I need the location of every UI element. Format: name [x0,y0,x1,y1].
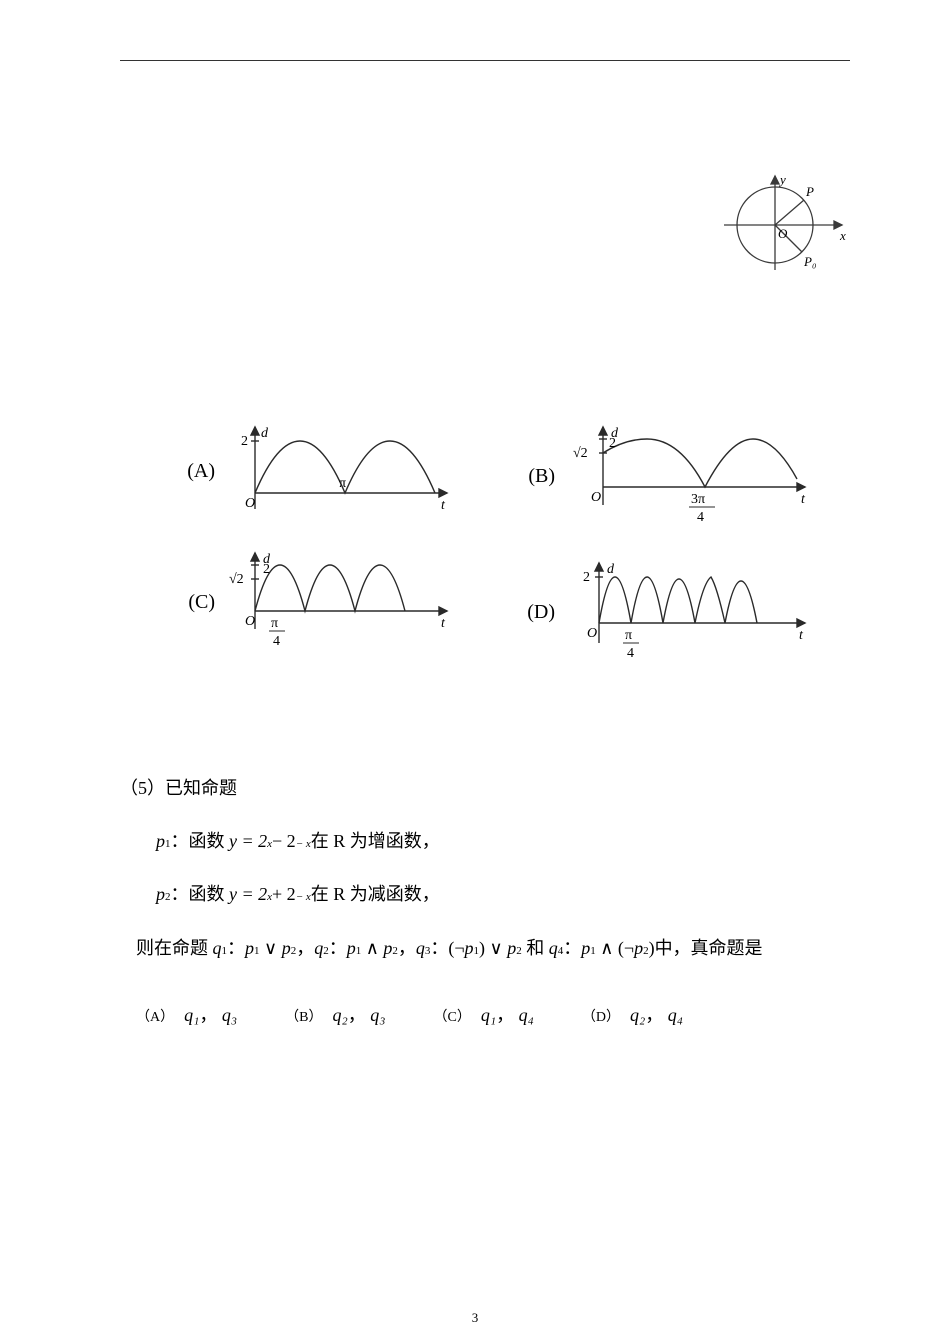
graph-C-label: (C) [175,591,215,614]
p1-expr-sup2: − x [296,831,311,857]
page-number: 3 [0,1310,950,1326]
p1-fn: 函数 [189,820,225,863]
graph-B: (B) d √2 2 O 3π 4 t [515,421,815,531]
graph-D: (D) d 2 O π 4 t [515,557,815,667]
label-P: P [805,184,814,199]
graph-D-ytop: 2 [583,570,590,585]
graph-D-label: (D) [515,601,555,624]
graph-C-xtick-den: 4 [273,634,280,649]
option-A-label: （A） [136,1001,174,1035]
graph-A-svg: d 2 O π t [225,421,455,521]
p2-expr-sup2: − x [296,884,311,910]
graph-C-svg: d √2 2 O π 4 t [225,547,455,657]
p1-expr-mid: − 2 [272,820,296,863]
graph-B-ysqrt2: √2 [573,446,588,461]
graph-D-t: t [799,628,804,643]
label-O: O [778,226,788,241]
question-5: （5） 已知命题 p1 ： 函数 y = 2x − 2− x 在 R 为增函数，… [120,767,850,1037]
then-head: 则在命题 [136,927,208,970]
label-y: y [778,172,786,187]
graph-D-O: O [587,626,597,641]
graph-B-xtick-num: 3π [691,492,705,507]
p2-p: p [156,873,165,916]
circle-diagram-svg: y x O P P₀ [720,170,850,290]
graph-A-d: d [261,426,269,441]
graph-D-xtick-den: 4 [627,646,634,661]
graph-A-O: O [245,496,255,511]
p1-tail: 在 R 为增函数， [311,820,440,863]
p2-expr-pre: y = 2 [229,873,267,916]
p2-colon: ： [171,873,189,916]
graph-B-ytop: 2 [609,436,616,451]
p1-p: p [156,820,165,863]
graph-C: (C) d √2 2 O π 4 t [175,547,455,657]
p1-colon: ： [171,820,189,863]
graph-B-svg: d √2 2 O 3π 4 t [565,421,815,531]
graph-D-d: d [607,562,615,577]
q1-q: q [213,927,222,970]
graph-C-xtick-num: π [271,616,278,631]
q5-then-row: 则在命题 q1 ： p1 ∨ p2 ， q2 ： p1 ∧ p2 ， q3 ： … [120,927,850,970]
graph-A-label: (A) [175,460,215,483]
top-rule [120,60,850,61]
q5-number: （5） [120,767,165,810]
q5-p1-row: p1 ： 函数 y = 2x − 2− x 在 R 为增函数， [120,820,850,863]
graph-B-t: t [801,492,806,507]
option-D-label: （D） [582,1001,620,1035]
graph-B-xtick-den: 4 [697,510,704,525]
q5-lead: 已知命题 [165,767,237,810]
graph-C-ysqrt2: √2 [229,572,244,587]
graphs-block: (A) d 2 O π t (C) [120,421,850,667]
p1-expr-pre: y = 2 [229,820,267,863]
graph-D-xtick-num: π [625,628,632,643]
option-A: （A） q₁， q₃ [136,994,237,1037]
graph-A-t: t [441,498,446,513]
option-B: （B） q₂， q₃ [285,994,385,1037]
p2-fn: 函数 [189,873,225,916]
figure-circle-xy: y x O P P₀ [720,170,850,295]
option-C-label: （C） [434,1001,471,1035]
graphs-left-col: (A) d 2 O π t (C) [175,421,455,667]
graph-D-svg: d 2 O π 4 t [565,557,815,667]
graph-A-xtick: π [339,476,346,491]
option-C: （C） q₁， q₄ [434,994,534,1037]
graphs-right-col: (B) d √2 2 O 3π 4 t [515,421,815,667]
q5-p2-row: p2 ： 函数 y = 2x + 2− x 在 R 为减函数， [120,873,850,916]
q5-lead-row: （5） 已知命题 [120,767,850,810]
graph-B-O: O [591,490,601,505]
p2-tail: 在 R 为减函数， [311,873,440,916]
graph-C-O: O [245,614,255,629]
graph-A-ytop: 2 [241,434,248,449]
graph-C-t: t [441,616,446,631]
graph-A: (A) d 2 O π t [175,421,455,521]
then-tail: 中，真命题是 [655,927,763,970]
graph-B-label: (B) [515,465,555,488]
label-P0: P₀ [803,254,816,269]
option-D: （D） q₂， q₄ [582,994,683,1037]
q5-options: （A） q₁， q₃ （B） q₂， q₃ （C） q₁， q₄ （D） q₂，… [120,994,850,1037]
option-B-label: （B） [285,1001,322,1035]
label-x: x [839,228,846,243]
p2-expr-mid: + 2 [272,873,296,916]
graph-C-ytop: 2 [263,562,270,577]
